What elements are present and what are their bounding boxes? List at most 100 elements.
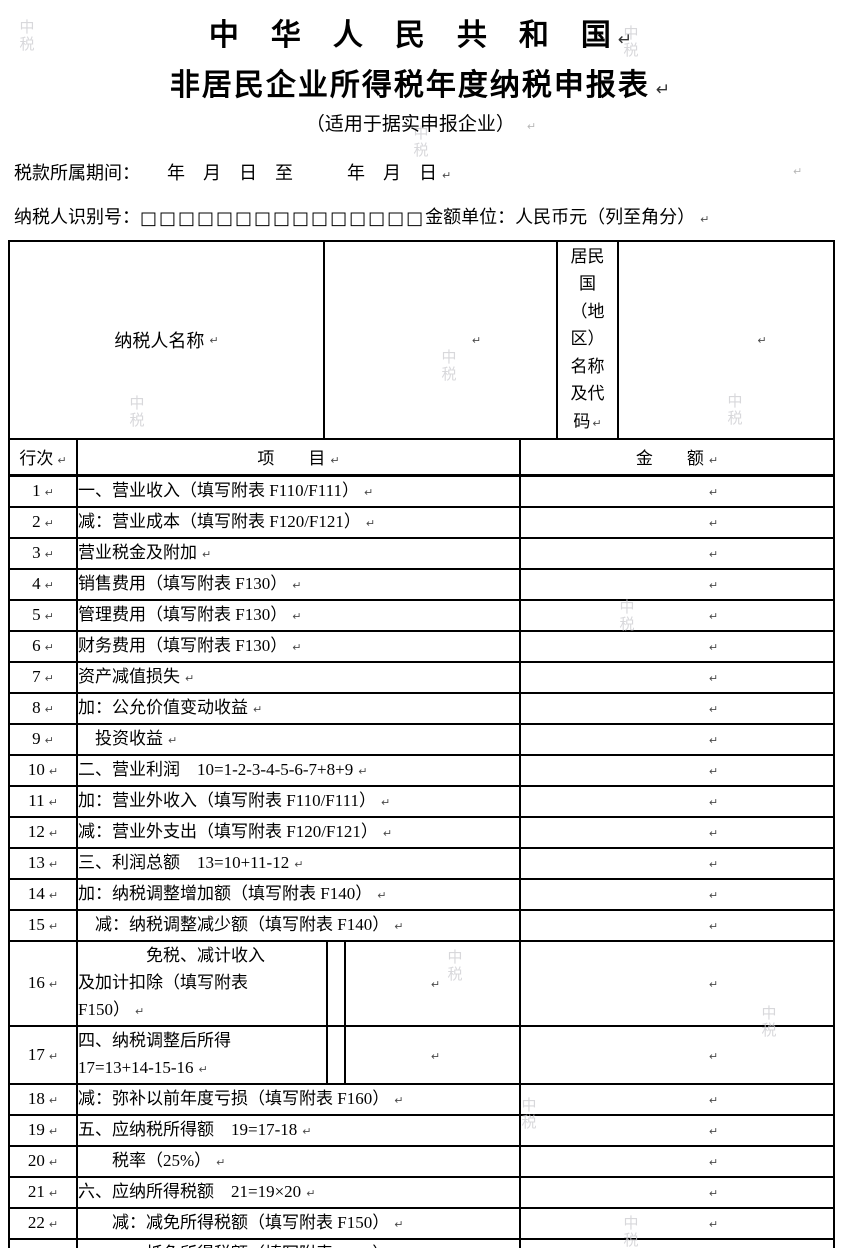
table-row: 17 ↵ 四、纳税调整后所得 17=13+14-15-16 ↵ ↵ ↵ xyxy=(9,1024,834,1085)
amount-cell[interactable]: ↵ xyxy=(519,1175,834,1209)
return-mark: ↵ xyxy=(48,889,59,902)
amount-cell[interactable]: ↵ xyxy=(519,815,834,849)
return-mark: ↵ xyxy=(655,80,673,100)
taxpayer-id-boxes[interactable]: □□□□□□□□□□□□□□□ xyxy=(140,208,426,229)
amount-cell[interactable]: ↵ xyxy=(519,877,834,911)
row-label: 免税、减计收入 及加计扣除（填写附表 F150） xyxy=(78,945,265,1019)
return-mark: ↵ xyxy=(44,579,54,592)
sub-value-cell[interactable]: ↵ xyxy=(343,1024,522,1085)
return-mark: ↵ xyxy=(708,827,719,840)
taxpayer-id-line: 纳税人识别号：□□□□□□□□□□□□□□□金额单位：人民币元（列至角分） ↵ xyxy=(14,203,709,229)
amount-cell[interactable]: ↵ xyxy=(519,1024,834,1085)
table-row: 16 ↵ 免税、减计收入 及加计扣除（填写附表 F150） ↵ ↵ ↵ xyxy=(9,939,834,1027)
return-mark: ↵ xyxy=(382,826,393,840)
return-mark: ↵ xyxy=(302,1124,312,1138)
return-mark: ↵ xyxy=(44,486,54,499)
taxpayer-info-header: 纳税人名称 ↵ ↵ 居民国（地区）名称及代码 ↵ ↵ xyxy=(10,242,833,440)
return-mark: ↵ xyxy=(757,333,767,347)
amount-cell[interactable]: ↵ xyxy=(519,939,834,1027)
sub-value-cell[interactable]: ↵ xyxy=(343,939,522,1027)
return-mark: ↵ xyxy=(48,1156,59,1169)
row-label-cell: 减：弥补以前年度亏损（填写附表 F160） ↵ xyxy=(75,1082,522,1116)
amount-cell[interactable]: ↵ xyxy=(519,567,834,601)
amount-cell[interactable]: ↵ xyxy=(519,629,834,663)
row-label-cell: 减：营业外支出（填写附表 F120/F121） ↵ xyxy=(75,815,522,849)
return-mark: ↵ xyxy=(44,641,54,654)
taxpayer-name-value-cell[interactable]: ↵ xyxy=(325,242,558,438)
amount-unit-label: 金额单位：人民币元（列至角分） xyxy=(425,207,696,227)
amount-cell[interactable]: ↵ xyxy=(519,598,834,632)
tax-form-table: 纳税人名称 ↵ ↵ 居民国（地区）名称及代码 ↵ ↵ 行次 ↵ 项 目 ↵ 金 额 ↵ xyxy=(8,240,835,1248)
form-table-body: 1 ↵ 一、营业收入（填写附表 F110/F111） ↵ ↵ 2 ↵ 减：营业成本（填写附表 … xyxy=(9,474,834,1248)
amount-cell[interactable]: ↵ xyxy=(519,722,834,756)
amount-cell[interactable]: ↵ xyxy=(519,505,834,539)
taxpayer-name-label-cell: 纳税人名称 ↵ xyxy=(10,242,325,438)
row-number-cell: 6 ↵ xyxy=(9,629,78,663)
row-label: 加：营业外收入（填写附表 F110/F111） xyxy=(78,790,376,810)
amount-cell[interactable]: ↵ xyxy=(519,753,834,787)
row-label: 抵免所得税额（填写附表 F150） xyxy=(78,1244,389,1248)
amount-cell[interactable]: ↵ xyxy=(519,1144,834,1178)
table-row: 3 ↵ 营业税金及附加 ↵ ↵ xyxy=(9,536,834,570)
row-number-cell: 18 ↵ xyxy=(9,1082,78,1116)
table-row: 4 ↵ 销售费用（填写附表 F130） ↵ ↵ xyxy=(9,567,834,601)
amount-cell[interactable]: ↵ xyxy=(519,1206,834,1240)
amount-cell[interactable]: ↵ xyxy=(519,846,834,880)
return-mark: ↵ xyxy=(134,1004,145,1018)
return-mark: ↵ xyxy=(708,548,719,561)
return-mark: ↵ xyxy=(430,1049,441,1063)
row-number-cell: 23↵ xyxy=(9,1237,78,1248)
amount-cell[interactable]: ↵ xyxy=(519,536,834,570)
row-number-cell: 12 ↵ xyxy=(9,815,78,849)
amount-cell[interactable]: ↵ xyxy=(519,660,834,694)
row-number-cell: 1 ↵ xyxy=(9,474,78,508)
return-mark: ↵ xyxy=(394,1093,404,1107)
row-number: 4 xyxy=(32,574,41,593)
row-number: 17 xyxy=(27,1044,45,1064)
row-number: 3 xyxy=(32,543,41,562)
return-mark: ↵ xyxy=(708,734,719,747)
table-row: 23↵ 抵免所得税额（填写附表 F150）↵↵ xyxy=(9,1237,834,1248)
row-label-cell: 营业税金及附加 ↵ xyxy=(75,536,522,570)
return-mark: ↵ xyxy=(708,920,719,933)
table-row: 2 ↵ 减：营业成本（填写附表 F120/F121） ↵ ↵ xyxy=(9,505,834,539)
amount-cell[interactable]: ↵ xyxy=(519,1113,834,1147)
table-row: 19 ↵ 五、应纳税所得额 19=17-18 ↵ ↵ xyxy=(9,1113,834,1147)
table-row: 15 ↵ 减：纳税调整减少额（填写附表 F140） ↵ ↵ xyxy=(9,908,834,942)
row-number-cell: 2 ↵ xyxy=(9,505,78,539)
row-label: 五、应纳税所得额 19=17-18 xyxy=(78,1119,298,1139)
row-number: 16 xyxy=(27,973,45,992)
row-label: 减：营业外支出（填写附表 F120/F121） xyxy=(78,821,378,841)
row-number-cell: 11 ↵ xyxy=(9,784,78,818)
row-label: 四、纳税调整后所得 17=13+14-15-16 xyxy=(78,1030,231,1077)
row-number-cell: 3 ↵ xyxy=(9,536,78,570)
return-mark: ↵ xyxy=(48,1049,59,1063)
row-number: 9 xyxy=(32,729,41,748)
return-mark: ↵ xyxy=(44,672,54,685)
return-mark: ↵ xyxy=(700,213,710,226)
amount-cell[interactable]: ↵ xyxy=(519,908,834,942)
row-number: 23 xyxy=(28,1244,45,1248)
return-mark: ↵ xyxy=(202,547,212,561)
return-mark: ↵ xyxy=(44,517,54,530)
return-mark: ↵ xyxy=(708,454,719,468)
return-mark: ↵ xyxy=(48,978,59,991)
narrow-spacer-cell xyxy=(326,1024,346,1085)
tax-period-line[interactable]: 税款所属期间： 年 月 日 至 年 月 日 ↵ xyxy=(14,163,452,183)
resident-country-value-cell[interactable]: ↵ xyxy=(619,242,833,438)
return-mark: ↵ xyxy=(48,1125,59,1138)
amount-cell[interactable]: ↵ xyxy=(519,1082,834,1116)
amount-cell[interactable]: ↵ xyxy=(519,784,834,818)
table-row: 7 ↵ 资产减值损失 ↵ ↵ xyxy=(9,660,834,694)
row-number-cell: 13 ↵ xyxy=(9,846,78,880)
amount-cell[interactable]: ↵ xyxy=(519,474,834,508)
return-mark: ↵ xyxy=(793,165,803,178)
row-label: 财务费用（填写附表 F130） xyxy=(78,635,288,655)
return-mark: ↵ xyxy=(365,516,376,530)
row-label-cell: 资产减值损失 ↵ xyxy=(75,660,522,694)
table-row: 9 ↵ 投资收益 ↵ ↵ xyxy=(9,722,834,756)
amount-cell[interactable]: ↵ xyxy=(519,1237,834,1248)
row-number: 7 xyxy=(32,667,41,686)
amount-cell[interactable]: ↵ xyxy=(519,691,834,725)
